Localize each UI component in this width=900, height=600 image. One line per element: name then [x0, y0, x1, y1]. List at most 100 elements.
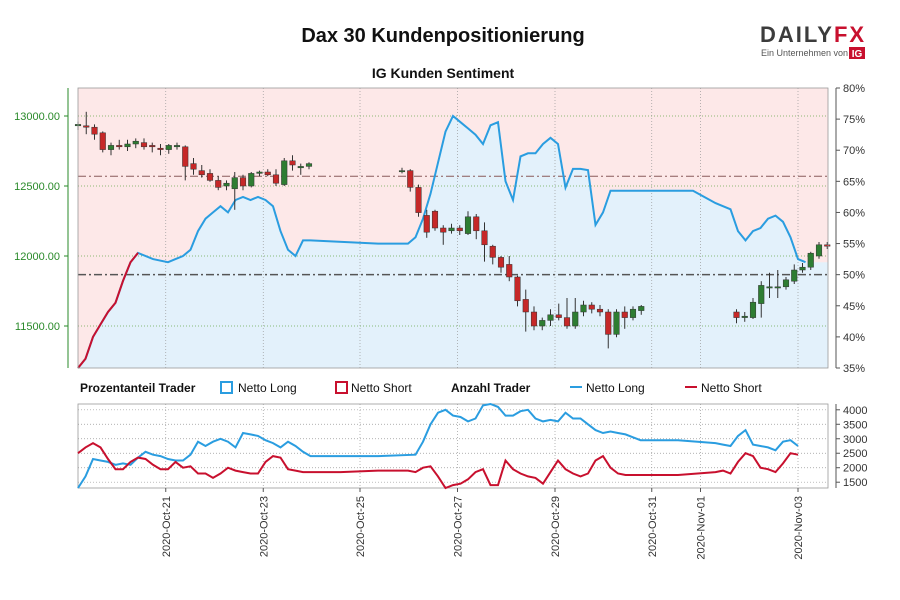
candle-body [206, 173, 214, 181]
ig-logo-text: IG [852, 49, 863, 60]
candle-body [638, 306, 645, 311]
legend-share-long-swatch [220, 381, 233, 394]
candle-body [223, 182, 230, 187]
logo-fx: FX [834, 22, 866, 47]
legend-share-heading: Prozentanteil Trader [80, 381, 196, 395]
right-tick-label: 40% [843, 332, 865, 344]
candle-body [448, 227, 455, 232]
candle-body [423, 215, 430, 233]
legend-count-heading: Anzahl Trader [451, 381, 531, 395]
candle-body [481, 230, 488, 246]
legend-share-short: Netto Short [351, 381, 412, 395]
date-axis: 2020-Oct-21 2020-Oct-23 2020-Oct-25 2020-Oc… [161, 488, 805, 560]
dailyfx-logo: DAILYFX Ein Unternehmen von IG [760, 22, 866, 60]
candle-body [824, 244, 831, 247]
right-tick-label: 80% [843, 83, 865, 95]
candle-body [605, 311, 612, 335]
candle-body [522, 299, 529, 313]
candle-body [530, 311, 538, 327]
chart-title: Dax 30 Kundenpositionierung [301, 25, 584, 47]
short-count-line [77, 441, 799, 490]
candle-body [629, 308, 637, 318]
candle-body [473, 216, 480, 232]
candle-body [791, 269, 798, 282]
lower-tick-label: 2500 [843, 448, 867, 460]
candle-body [431, 210, 439, 229]
candlesticks [74, 111, 831, 349]
candle-body [741, 315, 748, 318]
candle-body [140, 142, 148, 148]
short-percent-line [77, 252, 139, 369]
legend-count-short: Netto Short [701, 381, 762, 395]
left-tick-label: 11500.00 [15, 321, 60, 333]
candle-body [289, 160, 296, 166]
x-tick-label: 2020-Nov-01 [696, 496, 708, 560]
left-tick-label: 13000.00 [14, 111, 60, 123]
long-count-line [77, 402, 799, 489]
ig-logo-badge [849, 47, 865, 59]
logo-tagline: Ein Unternehmen von [761, 48, 848, 58]
candle-body [256, 171, 263, 174]
right-tick-label: 70% [843, 145, 865, 157]
lower-tick-label: 2000 [843, 463, 867, 475]
candle-body [555, 314, 562, 318]
candle-body [539, 320, 546, 327]
lower-tick-label: 4000 [843, 405, 867, 417]
candle-body [116, 145, 123, 148]
candle-body [165, 145, 172, 150]
x-tick-label: 2020-Oct-31 [647, 496, 659, 557]
candle-body [506, 264, 513, 278]
right-tick-label: 35% [843, 363, 865, 375]
right-tick-label: 55% [843, 239, 865, 251]
candle-body [497, 257, 505, 268]
candle-body [547, 314, 554, 321]
x-tick-label: 2020-Nov-03 [793, 496, 805, 560]
candle-body [456, 227, 463, 232]
candle-body [215, 180, 222, 188]
x-tick-label: 2020-Oct-27 [453, 496, 465, 557]
candle-body [297, 166, 304, 169]
candle-body [774, 286, 781, 289]
x-tick-label: 2020-Oct-23 [258, 496, 270, 557]
candle-body [749, 301, 757, 318]
lower-tick-label: 3000 [843, 434, 867, 446]
candle-body [766, 286, 773, 289]
logo-daily: DAILY [760, 22, 834, 47]
legend-share-long: Netto Long [238, 381, 297, 395]
candle-body [407, 170, 414, 188]
candle-body [733, 311, 740, 318]
right-tick-label: 75% [843, 114, 865, 126]
candle-body [132, 140, 139, 145]
candle-body [514, 276, 521, 302]
candle-body [83, 125, 90, 128]
candle-body [281, 160, 288, 185]
candle-body [613, 311, 620, 335]
candle-body [489, 245, 496, 258]
long-percent-line [77, 114, 806, 369]
logo-daily-text: DAILYFX [760, 22, 866, 47]
candle-body [464, 216, 472, 234]
right-tick-label: 60% [843, 207, 865, 219]
x-tick-label: 2020-Oct-21 [161, 496, 173, 557]
chart-subtitle: IG Kunden Sentiment [372, 65, 515, 81]
legend-share-short-swatch [335, 381, 348, 394]
candle-body [107, 145, 115, 150]
candle-body [231, 177, 238, 190]
candle-body [264, 171, 271, 176]
candle-body [807, 252, 814, 268]
left-tick-label: 12500.00 [14, 181, 60, 193]
candle-body [239, 177, 247, 187]
candle-body [758, 285, 765, 304]
candle-body [99, 132, 106, 150]
right-tick-label: 45% [843, 301, 865, 313]
candle-body [580, 304, 587, 313]
candle-body [572, 311, 579, 327]
right-tick-label: 65% [843, 176, 865, 188]
candle-body [305, 163, 313, 167]
candle-body [815, 244, 823, 257]
candle-body [588, 304, 595, 310]
candle-body [782, 279, 790, 288]
main-frame [77, 87, 829, 369]
